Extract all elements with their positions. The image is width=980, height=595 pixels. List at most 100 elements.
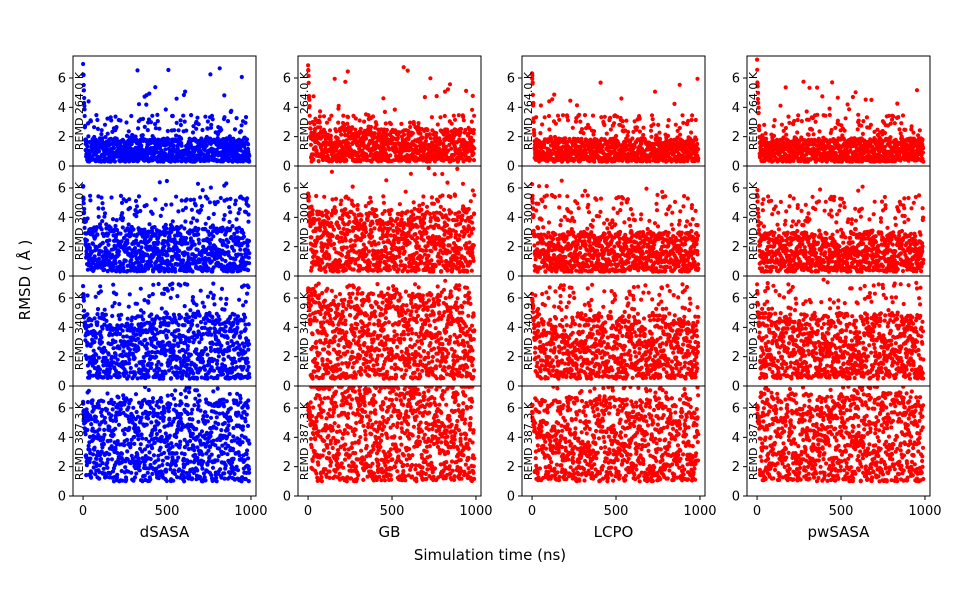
scatter-point	[242, 240, 247, 245]
scatter-point	[148, 365, 154, 370]
scatter-point	[132, 372, 138, 377]
scatter-point	[150, 396, 156, 401]
scatter-point	[205, 419, 210, 424]
scatter-point	[120, 225, 125, 230]
scatter-point	[142, 473, 147, 478]
scatter-point	[126, 304, 131, 309]
scatter-point	[180, 208, 185, 213]
scatter-point	[114, 442, 119, 447]
scatter-point	[246, 268, 251, 273]
scatter-point	[165, 455, 170, 460]
scatter-point	[93, 472, 98, 477]
scatter-point	[372, 131, 377, 136]
scatter-point	[169, 441, 174, 446]
scatter-point	[215, 386, 220, 391]
scatter-point	[94, 456, 99, 461]
scatter-point	[98, 456, 103, 462]
scatter-point	[157, 126, 162, 131]
scatter-point	[232, 127, 238, 132]
scatter-point	[102, 432, 107, 437]
scatter-point	[240, 427, 245, 432]
scatter-point	[101, 140, 106, 145]
scatter-point	[201, 471, 207, 476]
scatter-point	[141, 317, 146, 322]
scatter-point	[202, 367, 208, 372]
scatter-point	[188, 352, 193, 357]
scatter-point	[200, 127, 205, 133]
scatter-point	[243, 115, 249, 120]
scatter-point	[169, 376, 174, 381]
scatter-point	[185, 241, 190, 246]
scatter-point	[94, 463, 99, 469]
scatter-point	[162, 424, 167, 429]
scatter-point	[104, 407, 109, 412]
scatter-point	[134, 238, 139, 243]
scatter-point	[152, 368, 157, 373]
scatter-point	[197, 313, 202, 318]
scatter-point	[458, 130, 463, 135]
scatter-point	[121, 261, 126, 266]
scatter-point	[345, 121, 350, 126]
scatter-point	[243, 419, 248, 424]
scatter-point	[107, 452, 112, 457]
scatter-point	[148, 456, 153, 462]
scatter-point	[205, 352, 210, 357]
scatter-point	[408, 120, 413, 125]
scatter-point	[117, 374, 122, 379]
scatter-point	[193, 254, 198, 259]
scatter-point	[114, 125, 119, 130]
scatter-point	[162, 450, 167, 455]
scatter-point	[81, 401, 86, 406]
scatter-point	[209, 113, 215, 118]
scatter-point	[126, 129, 131, 134]
scatter-point	[246, 322, 251, 327]
scatter-point	[89, 318, 94, 323]
scatter-point	[182, 437, 187, 442]
scatter-point	[362, 119, 367, 124]
scatter-point	[130, 315, 135, 320]
scatter-point	[121, 349, 126, 354]
scatter-point	[85, 400, 90, 405]
scatter-point	[138, 418, 143, 423]
scatter-point	[138, 208, 143, 214]
scatter-point	[177, 356, 182, 361]
scatter-point	[140, 449, 145, 454]
scatter-point	[219, 286, 225, 291]
scatter-point	[81, 88, 86, 93]
scatter-point	[93, 294, 98, 299]
scatter-point	[150, 292, 155, 297]
scatter-point	[86, 99, 91, 104]
scatter-point	[89, 475, 94, 480]
scatter-point	[191, 216, 196, 221]
scatter-point	[246, 212, 251, 217]
scatter-point	[128, 230, 134, 235]
scatter-point	[99, 335, 104, 340]
scatter-point	[176, 328, 181, 333]
scatter-point	[224, 197, 230, 202]
scatter-point	[157, 316, 162, 321]
scatter-point	[160, 458, 165, 463]
scatter-point	[154, 431, 159, 437]
scatter-point	[165, 128, 170, 134]
scatter-point	[193, 203, 198, 208]
scatter-point	[114, 218, 119, 223]
scatter-point	[175, 374, 180, 379]
scatter-point	[228, 314, 233, 319]
scatter-point	[183, 219, 188, 224]
scatter-point	[223, 301, 229, 307]
scatter-point	[235, 325, 240, 330]
scatter-point	[379, 127, 384, 132]
scatter-point	[225, 244, 230, 249]
scatter-point	[188, 308, 193, 313]
scatter-point	[109, 354, 114, 359]
scatter-point	[97, 427, 102, 432]
scatter-point	[200, 452, 205, 457]
scatter-point	[229, 418, 234, 423]
x-tick-label: 1000	[234, 504, 267, 519]
scatter-point	[416, 121, 421, 126]
scatter-point	[218, 296, 223, 301]
scatter-point	[418, 131, 423, 136]
scatter-point	[145, 341, 150, 346]
scatter-point	[103, 312, 108, 317]
